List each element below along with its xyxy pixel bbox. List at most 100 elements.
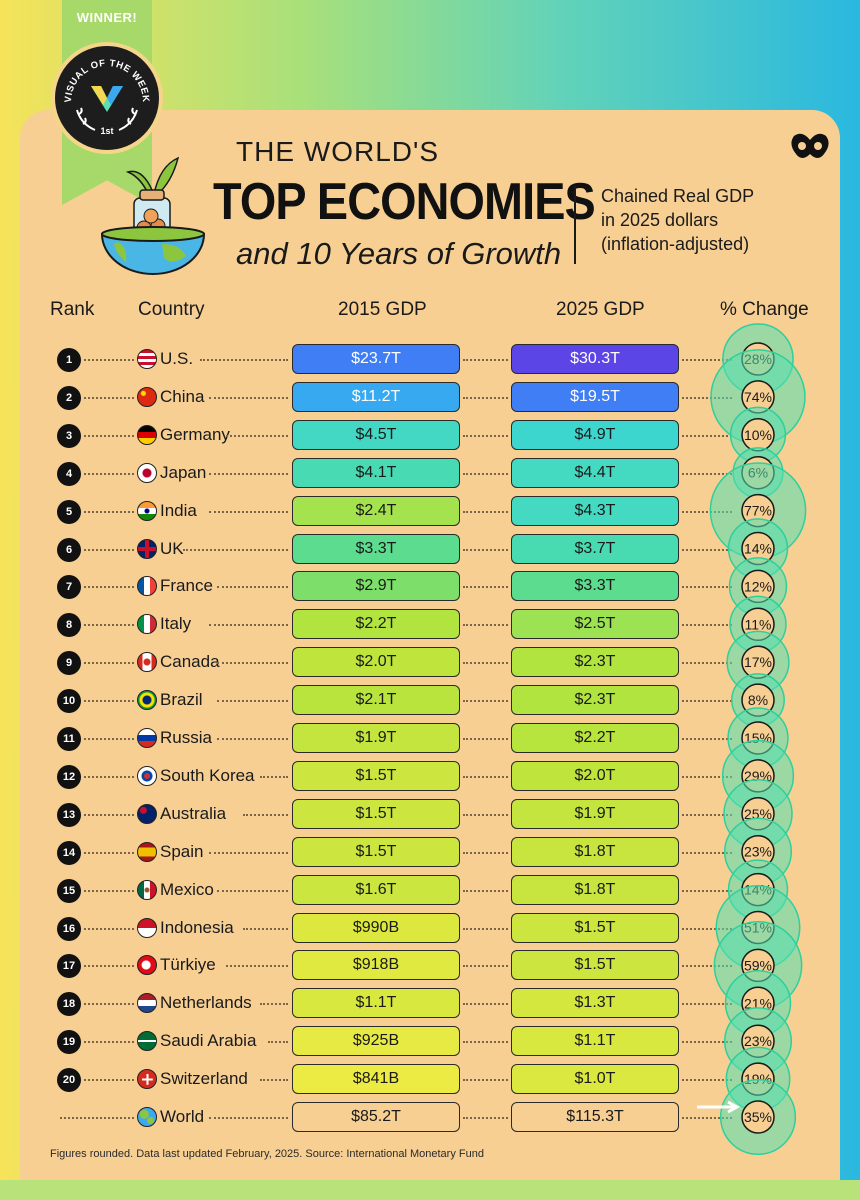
france-flag-icon xyxy=(137,576,157,597)
title-line-3: and 10 Years of Growth xyxy=(236,236,562,271)
country-name: Japan xyxy=(160,462,207,482)
gdp-2025-bar: $3.7T xyxy=(511,533,679,564)
spain-flag-icon xyxy=(137,841,157,862)
leader-dots xyxy=(463,548,508,551)
country-name: Germany xyxy=(160,424,230,444)
table-row: 4 Japan $4.1T $4.4T xyxy=(0,455,860,493)
table-row: 17 Türkiye $918B $1.5T xyxy=(0,947,860,985)
gdp-2015-bar: $11.2T xyxy=(292,381,460,412)
country-name: South Korea xyxy=(160,765,255,785)
gdp-2015-bar: $925B xyxy=(292,1026,460,1057)
leader-dots xyxy=(463,738,508,740)
rank-badge: 20 xyxy=(57,1068,81,1093)
leader-dots xyxy=(84,586,134,589)
leader-dots xyxy=(463,1117,508,1119)
country-name: UK xyxy=(160,538,184,558)
germany-flag-icon xyxy=(137,424,157,445)
table-row: 10 Brazil $2.1T $2.3T xyxy=(0,682,860,720)
leader-dots xyxy=(682,396,732,399)
gdp-2025-bar: $1.0T xyxy=(511,1064,679,1095)
leader-dots xyxy=(463,700,508,703)
leader-dots xyxy=(208,851,288,854)
table-row: 2 China $11.2T $19.5T xyxy=(0,379,860,417)
gdp-2025-bar: $19.5T xyxy=(511,381,679,412)
leader-dots xyxy=(682,510,732,513)
leader-dots xyxy=(682,586,732,589)
table-row: 8 Italy $2.2T $2.5T xyxy=(0,606,860,644)
leader-dots xyxy=(463,927,508,930)
leader-dots xyxy=(268,1041,288,1044)
leader-dots xyxy=(463,396,508,399)
table-row: 5 India $2.4T $4.3T xyxy=(0,493,860,531)
country-name: World xyxy=(160,1107,205,1126)
leader-dots xyxy=(463,889,508,892)
rank-badge: 12 xyxy=(57,764,81,789)
leader-dots xyxy=(225,434,288,437)
badge-place: 1st xyxy=(100,126,114,136)
gdp-2015-bar: $918B xyxy=(292,950,460,981)
leader-dots xyxy=(259,1003,288,1006)
table-row: 1 U.S. $23.7T $30.3T xyxy=(0,341,860,379)
country-name: Türkiye xyxy=(160,955,216,975)
gdp-2025-bar: $1.5T xyxy=(511,912,679,943)
gdp-2015-bar: $3.3T xyxy=(292,533,460,564)
rank-badge: 18 xyxy=(57,992,81,1017)
leader-dots xyxy=(682,624,732,627)
gdp-2025-bar: $2.3T xyxy=(511,647,679,678)
country-name: Italy xyxy=(160,614,192,634)
gdp-2015-bar: $23.7T xyxy=(292,344,460,374)
gdp-2025-bar: $1.9T xyxy=(511,798,679,829)
leader-dots xyxy=(84,965,134,968)
saudi-arabia-flag-icon xyxy=(137,1031,157,1052)
leader-dots xyxy=(84,472,134,475)
gdp-2025-bar: $4.9T xyxy=(511,419,679,450)
table-row: 15 Mexico $1.6T $1.8T xyxy=(0,872,860,910)
leader-dots xyxy=(259,1079,288,1082)
world-row: World $85.2T $115.3T xyxy=(0,1099,860,1137)
russia-flag-icon xyxy=(137,728,157,748)
header-rank: Rank xyxy=(50,299,95,320)
rank-badge: 1 xyxy=(57,348,81,372)
gdp-2025-bar: $2.5T xyxy=(511,609,679,640)
country-name: Russia xyxy=(160,728,212,747)
gdp-2015-bar: $841B xyxy=(292,1064,460,1095)
gdp-2015-bar: $1.6T xyxy=(292,874,460,905)
winner-label: WINNER! xyxy=(76,10,138,25)
bottom-band xyxy=(0,1180,860,1200)
leader-dots xyxy=(84,359,134,361)
leader-dots xyxy=(682,927,732,930)
leader-dots xyxy=(463,586,508,589)
leader-dots xyxy=(60,1117,134,1119)
gdp-2025-bar: $1.8T xyxy=(511,836,679,867)
gdp-2025-bar: $1.8T xyxy=(511,874,679,905)
table-row: 18 Netherlands $1.1T $1.3T xyxy=(0,985,860,1023)
rank-badge: 15 xyxy=(57,878,81,903)
leader-dots xyxy=(682,965,732,968)
country-name: Brazil xyxy=(160,690,203,710)
leader-dots xyxy=(225,965,288,968)
gdp-note: Chained Real GDP in 2025 dollars (inflat… xyxy=(601,184,754,256)
country-name: Switzerland xyxy=(160,1069,248,1089)
rank-badge: 8 xyxy=(57,613,81,638)
gdp-2015-bar: $2.1T xyxy=(292,685,460,716)
gdp-2015-bar: $2.9T xyxy=(292,571,460,602)
leader-dots xyxy=(84,434,134,437)
gdp-2015-bar: $1.5T xyxy=(292,760,460,791)
leader-dots xyxy=(259,775,288,778)
us-flag-icon xyxy=(137,349,157,369)
leader-dots xyxy=(682,1079,732,1082)
australia-flag-icon xyxy=(137,803,157,824)
header-2025-gdp: 2025 GDP xyxy=(556,299,645,320)
header-country: Country xyxy=(138,299,205,320)
gdp-2015-bar: $2.2T xyxy=(292,609,460,640)
table-row: 13 Australia $1.5T $1.9T xyxy=(0,796,860,834)
country-name: Canada xyxy=(160,652,220,672)
rank-badge: 14 xyxy=(57,840,81,865)
rank-badge: 5 xyxy=(57,499,81,524)
leader-dots xyxy=(84,813,134,816)
rank-badge: 11 xyxy=(57,727,81,751)
leader-dots xyxy=(208,510,288,513)
visual-of-the-week-badge: VISUAL OF THE WEEK 1st xyxy=(51,42,163,154)
leader-dots xyxy=(463,851,508,854)
footer-source: Figures rounded. Data last updated Febru… xyxy=(50,1148,484,1160)
